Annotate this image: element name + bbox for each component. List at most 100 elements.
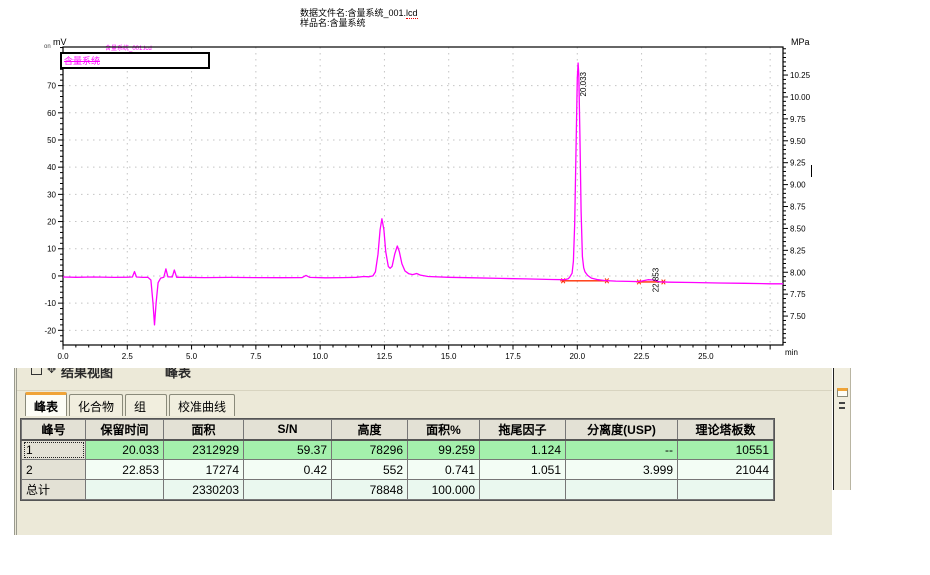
sample-name: 样品名:含量系统 — [300, 18, 366, 28]
dock-arrows-icon: ✥ — [47, 368, 57, 376]
x-axis-tick-label: 12.5 — [377, 352, 393, 361]
table-cell[interactable] — [243, 479, 332, 500]
results-panel-titlebar: ✥ 结果视图 峰表 — [17, 368, 832, 391]
y-right-tick-label: 8.75 — [790, 203, 806, 212]
y-left-unit-label: mV — [53, 37, 67, 47]
x-axis-tick-label: 20.0 — [569, 352, 585, 361]
peak-retention-label: 20.033 — [579, 71, 588, 96]
table-cell[interactable]: 552 — [331, 459, 408, 480]
trace-legend[interactable]: 含量系统 — [60, 52, 210, 69]
table-cell[interactable] — [677, 479, 774, 500]
x-axis-tick-label: 10.0 — [312, 352, 328, 361]
peak-table-container: 峰号 保留时间 面积 S/N 高度 面积% 拖尾因子 分离度(USP) 理论塔板数 1 20.033… — [20, 418, 775, 501]
table-row[interactable]: 2 22.853 17274 0.42 552 0.741 1.051 3.999 21044 — [21, 459, 774, 480]
table-cell[interactable]: 22.853 — [85, 459, 164, 480]
column-header-2[interactable]: 面积 — [163, 419, 244, 441]
table-cell[interactable] — [479, 479, 566, 500]
y-left-tick-label: 40 — [47, 163, 56, 172]
table-cell[interactable]: 1 — [21, 439, 86, 460]
text-caret-artifact — [811, 165, 812, 177]
table-cell[interactable]: 2 — [21, 459, 86, 480]
window-icon — [31, 368, 42, 375]
table-cell[interactable]: 1.124 — [479, 439, 566, 460]
table-cell[interactable]: -- — [565, 439, 678, 460]
clipped-side-panel — [833, 368, 851, 490]
y-right-tick-label: 8.00 — [790, 268, 806, 277]
panel-title: 结果视图 — [61, 368, 114, 380]
clipped-tab-fragment — [837, 388, 848, 397]
column-header-0[interactable]: 峰号 — [21, 419, 86, 441]
y-left-tick-label: 0 — [52, 272, 57, 281]
y-left-tick-label: -10 — [44, 299, 56, 308]
y-right-unit-label: MPa — [791, 37, 810, 47]
clipped-text-fragment — [839, 402, 845, 404]
table-cell[interactable]: 1.051 — [479, 459, 566, 480]
y-left-tick-label: 20 — [47, 218, 56, 227]
table-cell[interactable]: 21044 — [677, 459, 774, 480]
x-axis-tick-label: 0.0 — [57, 352, 69, 361]
table-cell[interactable]: 3.999 — [565, 459, 678, 480]
table-cell[interactable]: 2330203 — [163, 479, 244, 500]
x-axis-tick-label: 5.0 — [186, 352, 198, 361]
trace-legend-label: 含量系统 — [64, 56, 101, 66]
results-tab-bar: 峰表 化合物 组 校准曲线 — [17, 391, 832, 416]
x-axis-tick-label: 2.5 — [122, 352, 134, 361]
table-cell[interactable]: 78848 — [331, 479, 408, 500]
y-right-tick-label: 9.00 — [790, 181, 806, 190]
x-unit-label: min — [785, 348, 798, 357]
column-header-4[interactable]: 高度 — [331, 419, 408, 441]
spellcheck-squiggle: lcd — [406, 8, 418, 19]
column-header-7[interactable]: 分离度(USP) — [565, 419, 678, 441]
table-cell[interactable]: 2312929 — [163, 439, 244, 460]
tab-group[interactable]: 组 — [125, 394, 168, 416]
table-cell[interactable] — [565, 479, 678, 500]
table-cell[interactable]: 10551 — [677, 439, 774, 460]
clipped-text-fragment — [839, 407, 845, 409]
table-cell[interactable]: 总计 — [21, 479, 86, 500]
y-right-tick-label: 9.25 — [790, 159, 806, 168]
column-header-3[interactable]: S/N — [243, 419, 332, 441]
column-header-6[interactable]: 拖尾因子 — [479, 419, 566, 441]
x-axis-tick-label: 25.0 — [698, 352, 714, 361]
column-header-5[interactable]: 面积% — [407, 419, 480, 441]
table-row[interactable]: 1 20.033 2312929 59.37 78296 99.259 1.124 -- 105… — [21, 439, 774, 460]
table-cell[interactable]: 17274 — [163, 459, 244, 480]
peak-retention-label: 22.853 — [652, 267, 661, 292]
trace-overlay-text: 含量系统_001.lcd — [105, 46, 152, 52]
table-cell[interactable] — [85, 479, 164, 500]
table-cell[interactable]: 20.033 — [85, 439, 164, 460]
x-axis-tick-label: 7.5 — [250, 352, 262, 361]
peak-table[interactable]: 峰号 保留时间 面积 S/N 高度 面积% 拖尾因子 分离度(USP) 理论塔板数 1 20.033… — [21, 419, 774, 500]
y-right-tick-label: 9.50 — [790, 137, 806, 146]
y-right-tick-label: 7.50 — [790, 312, 806, 321]
data-file-name: 数据文件名:含量系统_001.lcd — [300, 8, 418, 19]
x-axis-tick-label: 15.0 — [441, 352, 457, 361]
tab-calibration-curve[interactable]: 校准曲线 — [169, 394, 236, 416]
y-left-tick-label: -20 — [44, 326, 56, 335]
table-row[interactable]: 总计 2330203 78848 100.000 — [21, 479, 774, 500]
table-cell[interactable]: 0.42 — [243, 459, 332, 480]
y-right-tick-label: 10.00 — [790, 93, 811, 102]
tab-compound[interactable]: 化合物 — [69, 394, 124, 416]
table-cell[interactable]: 0.741 — [407, 459, 480, 480]
chromatogram-plot[interactable]: 0.0 2.5 5.0 7.5 10.0 12.5 15.0 17.5 20.0 22.5 25.0… — [40, 36, 830, 361]
peak-table-header-row: 峰号 保留时间 面积 S/N 高度 面积% 拖尾因子 分离度(USP) 理论塔板数 — [21, 419, 774, 441]
table-cell[interactable]: 100.000 — [407, 479, 480, 500]
table-cell[interactable]: 78296 — [331, 439, 408, 460]
tab-peak-table[interactable]: 峰表 — [25, 392, 68, 416]
column-header-8[interactable]: 理论塔板数 — [677, 419, 774, 441]
table-cell[interactable]: 59.37 — [243, 439, 332, 460]
y-right-tick-label: 8.50 — [790, 224, 806, 233]
panel-subtitle: 峰表 — [165, 368, 192, 380]
y-left-tick-label: 10 — [47, 245, 56, 254]
plot-border — [62, 46, 784, 346]
x-axis-tick-label: 22.5 — [634, 352, 650, 361]
column-header-1[interactable]: 保留时间 — [85, 419, 164, 441]
table-cell[interactable]: 99.259 — [407, 439, 480, 460]
y-left-tick-label: 70 — [47, 82, 56, 91]
y-right-tick-label: 8.25 — [790, 246, 806, 255]
results-panel: ✥ 结果视图 峰表 峰表 化合物 组 校准曲线 峰号 保留时间 面积 S/N 高度 面积%… — [14, 368, 832, 535]
chromatogram-trace — [62, 62, 783, 326]
y-left-tick-label: 50 — [47, 136, 56, 145]
